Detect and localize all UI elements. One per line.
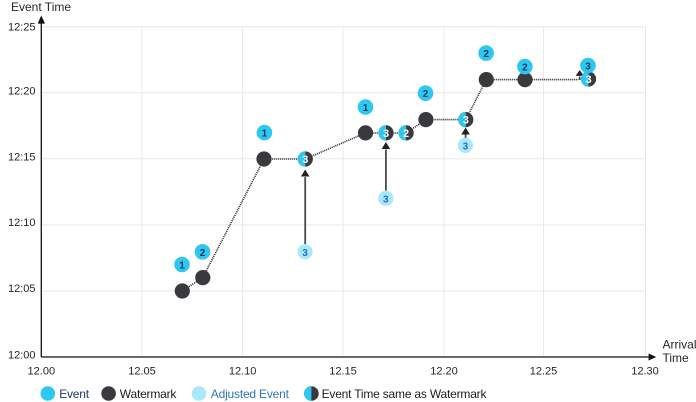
svg-text:Watermark: Watermark: [120, 387, 178, 401]
svg-text:12:20: 12:20: [8, 85, 36, 97]
svg-text:1: 1: [363, 103, 369, 114]
svg-text:2: 2: [483, 49, 489, 60]
svg-text:Arrival: Arrival: [663, 338, 696, 352]
svg-text:12.15: 12.15: [329, 366, 357, 378]
svg-text:12.20: 12.20: [430, 366, 458, 378]
svg-text:12:10: 12:10: [8, 217, 36, 229]
svg-text:3: 3: [383, 194, 389, 205]
svg-text:12:25: 12:25: [8, 22, 36, 34]
svg-text:12.00: 12.00: [28, 366, 56, 378]
svg-text:12.25: 12.25: [530, 366, 558, 378]
svg-text:2: 2: [522, 63, 528, 74]
svg-text:1: 1: [179, 261, 185, 272]
svg-text:12.10: 12.10: [229, 366, 257, 378]
svg-text:12:15: 12:15: [8, 151, 36, 163]
svg-text:3: 3: [463, 141, 469, 152]
svg-text:Event: Event: [59, 387, 90, 401]
svg-text:2: 2: [423, 89, 429, 100]
svg-text:3: 3: [302, 248, 308, 259]
svg-text:Event Time same as Watermark: Event Time same as Watermark: [322, 387, 488, 401]
svg-text:2: 2: [403, 128, 409, 140]
svg-text:3: 3: [383, 128, 389, 140]
svg-text:1: 1: [262, 129, 268, 140]
svg-text:Event Time: Event Time: [11, 0, 71, 14]
svg-text:12:05: 12:05: [8, 283, 36, 295]
svg-text:12.05: 12.05: [128, 366, 156, 378]
svg-text:2: 2: [200, 248, 206, 259]
svg-text:Time: Time: [663, 351, 690, 365]
svg-text:12:00: 12:00: [8, 350, 36, 362]
svg-text:12.30: 12.30: [631, 366, 659, 378]
svg-text:3: 3: [302, 154, 308, 166]
svg-text:3: 3: [585, 62, 591, 73]
svg-text:Adjusted Event: Adjusted Event: [211, 387, 290, 401]
svg-text:3: 3: [463, 115, 469, 127]
svg-text:3: 3: [585, 74, 591, 86]
